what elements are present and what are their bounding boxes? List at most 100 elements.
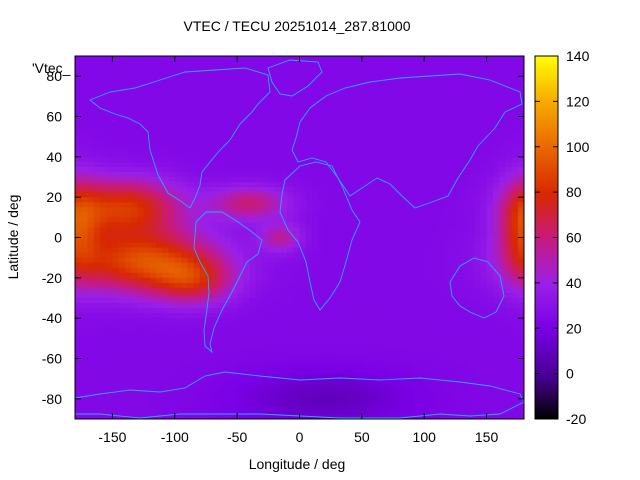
heatmap-cell xyxy=(199,353,207,360)
heatmap-cell xyxy=(93,222,101,229)
heatmap-cell xyxy=(124,202,132,208)
heatmap-cell xyxy=(318,393,326,400)
heatmap-cell xyxy=(424,353,432,360)
heatmap-cell xyxy=(368,363,375,370)
heatmap-cell xyxy=(380,222,388,229)
heatmap-cell xyxy=(499,106,506,113)
heatmap-cell xyxy=(187,298,195,304)
heatmap-cell xyxy=(299,292,307,299)
heatmap-cell xyxy=(386,328,394,334)
heatmap-cell xyxy=(474,363,481,370)
heatmap-cell xyxy=(474,287,481,294)
heatmap-cell xyxy=(386,96,394,102)
heatmap-cell xyxy=(449,106,457,113)
heatmap-cell xyxy=(399,303,407,309)
heatmap-cell xyxy=(411,177,419,183)
heatmap-cell xyxy=(355,308,363,314)
heatmap-cell xyxy=(386,222,394,229)
heatmap-cell xyxy=(193,177,201,183)
heatmap-cell xyxy=(156,171,163,178)
heatmap-cell xyxy=(262,156,269,163)
heatmap-cell xyxy=(293,277,301,284)
heatmap-cell xyxy=(280,192,288,198)
heatmap-cell xyxy=(230,267,238,274)
heatmap-cell xyxy=(249,232,257,239)
heatmap-cell xyxy=(393,323,400,329)
heatmap-cell xyxy=(106,187,114,193)
heatmap-cell xyxy=(112,398,120,405)
heatmap-cell xyxy=(405,303,413,309)
heatmap-cell xyxy=(255,227,263,234)
heatmap-cell xyxy=(274,363,282,370)
heatmap-cell xyxy=(187,323,195,329)
heatmap-cell xyxy=(131,277,138,284)
heatmap-cell xyxy=(137,388,145,395)
heatmap-cell xyxy=(474,252,481,259)
heatmap-cell xyxy=(99,91,107,97)
heatmap-cell xyxy=(380,187,388,193)
heatmap-cell xyxy=(274,56,282,62)
heatmap-cell xyxy=(280,76,288,82)
heatmap-cell xyxy=(124,141,132,148)
heatmap-cell xyxy=(486,91,494,97)
heatmap-cell xyxy=(349,71,357,77)
heatmap-cell xyxy=(368,323,375,329)
heatmap-cell xyxy=(480,96,488,102)
heatmap-cell xyxy=(386,66,394,72)
heatmap-cell xyxy=(243,333,251,339)
heatmap-cell xyxy=(249,146,257,153)
heatmap-cell xyxy=(262,398,269,405)
heatmap-cell xyxy=(249,71,257,77)
heatmap-cell xyxy=(424,398,432,405)
heatmap-cell xyxy=(386,287,394,294)
heatmap-cell xyxy=(449,257,457,264)
heatmap-cell xyxy=(474,323,481,329)
heatmap-cell xyxy=(218,298,226,304)
heatmap-cell xyxy=(417,348,425,355)
heatmap-cell xyxy=(343,333,350,339)
heatmap-cell xyxy=(181,96,188,102)
heatmap-cell xyxy=(255,136,263,143)
heatmap-cell xyxy=(293,151,301,158)
heatmap-cell xyxy=(287,86,294,92)
heatmap-cell xyxy=(436,136,444,143)
heatmap-cell xyxy=(224,267,232,274)
heatmap-cell xyxy=(262,146,269,153)
heatmap-cell xyxy=(311,171,319,178)
heatmap-cell xyxy=(87,71,95,77)
heatmap-cell xyxy=(168,86,176,92)
heatmap-cell xyxy=(449,202,457,208)
heatmap-cell xyxy=(156,131,163,138)
heatmap-cell xyxy=(168,363,176,370)
heatmap-cell xyxy=(324,292,332,299)
heatmap-cell xyxy=(505,141,513,148)
heatmap-cell xyxy=(75,368,82,375)
heatmap-cell xyxy=(112,247,120,254)
heatmap-cell xyxy=(311,227,319,234)
heatmap-cell xyxy=(386,388,394,395)
heatmap-cell xyxy=(430,267,438,274)
heatmap-cell xyxy=(467,313,475,319)
heatmap-cell xyxy=(393,333,400,339)
heatmap-cell xyxy=(131,232,138,239)
heatmap-cell xyxy=(368,61,375,67)
heatmap-cell xyxy=(324,151,332,158)
heatmap-cell xyxy=(399,252,407,259)
heatmap-cell xyxy=(112,121,120,128)
heatmap-cell xyxy=(124,378,132,385)
heatmap-cell xyxy=(318,358,326,365)
heatmap-cell xyxy=(118,101,126,108)
heatmap-cell xyxy=(417,388,425,395)
heatmap-cell xyxy=(380,232,388,239)
heatmap-cell xyxy=(324,141,332,148)
heatmap-cell xyxy=(118,116,126,123)
heatmap-cell xyxy=(505,171,513,178)
heatmap-cell xyxy=(330,202,338,208)
heatmap-cell xyxy=(343,298,350,304)
heatmap-cell xyxy=(511,91,519,97)
heatmap-cell xyxy=(324,86,332,92)
heatmap-cell xyxy=(505,232,513,239)
heatmap-cell xyxy=(455,232,463,239)
heatmap-cell xyxy=(293,96,301,102)
heatmap-cell xyxy=(181,257,188,264)
